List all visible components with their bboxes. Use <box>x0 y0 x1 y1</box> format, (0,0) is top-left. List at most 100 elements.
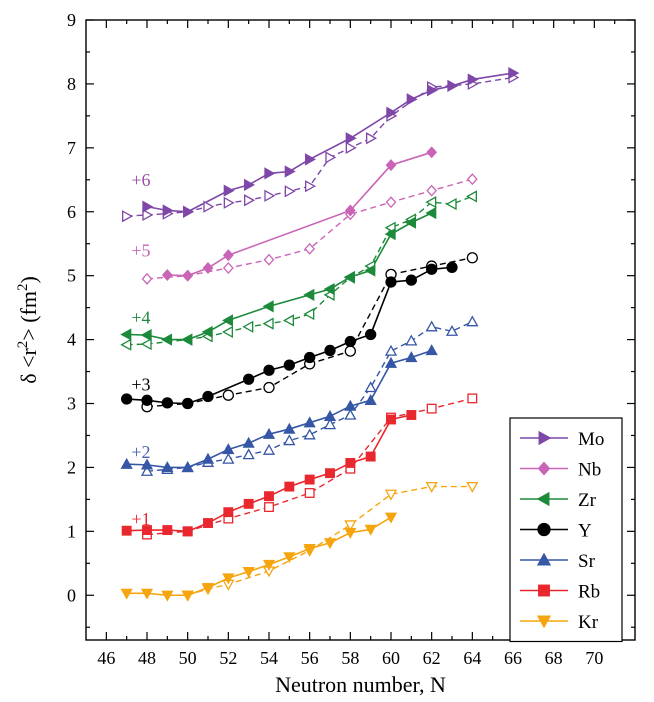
data-point <box>384 356 398 368</box>
data-point <box>305 153 317 166</box>
y-label-sup2: 2 <box>15 284 31 292</box>
data-point <box>303 428 316 440</box>
series-zr <box>120 190 477 351</box>
data-point <box>203 200 215 213</box>
x-tick-label: 50 <box>179 648 197 668</box>
series-line-dashed <box>146 178 473 280</box>
data-point <box>181 590 194 602</box>
plot-frame <box>85 19 636 641</box>
offset-label: +3 <box>131 375 150 395</box>
data-point <box>536 552 552 566</box>
data-point <box>466 315 479 327</box>
y-tick-label: 3 <box>67 394 76 414</box>
data-point <box>262 300 274 313</box>
data-point <box>161 461 174 473</box>
data-point <box>262 443 276 455</box>
x-tick-label: 62 <box>423 648 441 668</box>
data-point <box>344 345 356 357</box>
data-point <box>141 272 153 285</box>
data-point <box>283 422 296 434</box>
data-point <box>384 344 398 356</box>
data-point <box>385 159 397 172</box>
legend-label: Y <box>578 521 592 542</box>
legend-label: Kr <box>578 612 599 633</box>
legend-label: Rb <box>578 582 600 603</box>
data-point <box>426 263 438 275</box>
data-point <box>343 270 355 284</box>
data-point <box>365 451 376 462</box>
legend-item-y: Y <box>520 521 592 542</box>
data-point <box>344 399 357 411</box>
data-point <box>162 204 174 217</box>
x-tick-label: 64 <box>463 648 481 668</box>
data-point <box>182 526 193 537</box>
data-point <box>345 141 357 154</box>
series-mo <box>122 66 520 223</box>
data-point <box>202 262 214 274</box>
data-point <box>384 228 396 241</box>
data-point <box>244 194 256 207</box>
data-point <box>303 307 315 321</box>
x-tick-label: 54 <box>260 648 278 668</box>
data-point <box>243 498 254 509</box>
legend-item-mo: Mo <box>520 429 604 450</box>
data-point <box>385 196 397 209</box>
data-point <box>263 364 275 376</box>
data-point <box>242 436 255 448</box>
data-point <box>304 242 316 255</box>
data-point <box>221 314 233 327</box>
data-point <box>242 566 255 578</box>
data-point <box>508 66 520 80</box>
data-point <box>242 320 254 333</box>
data-point <box>121 393 133 405</box>
data-point <box>141 394 153 406</box>
data-point <box>222 443 235 455</box>
data-point <box>426 403 437 414</box>
series-line-dashed <box>126 195 473 346</box>
data-point <box>536 615 552 629</box>
y-tick-label: 4 <box>67 330 76 350</box>
data-point <box>120 338 132 351</box>
data-point <box>304 474 315 485</box>
y-label-middle: > (fm <box>16 291 41 341</box>
data-point <box>323 418 337 430</box>
legend-item-sr: Sr <box>520 551 596 572</box>
data-point <box>160 333 172 346</box>
data-point <box>182 397 194 410</box>
series-sr <box>120 315 479 476</box>
legend-item-nb: Nb <box>520 460 601 481</box>
data-point <box>344 527 357 539</box>
y-tick-label: 5 <box>67 266 76 286</box>
series-rb <box>121 393 478 540</box>
x-tick-label: 52 <box>219 648 237 668</box>
data-point <box>466 173 478 186</box>
data-point <box>140 464 154 476</box>
x-tick-label: 58 <box>341 648 359 668</box>
data-point <box>305 180 317 193</box>
offset-label: +1 <box>131 509 150 529</box>
data-point <box>427 84 439 97</box>
legend: Mo Nb Zr Y Sr Rb Kr <box>509 417 623 643</box>
data-point <box>221 325 233 339</box>
data-point <box>140 337 152 351</box>
x-tick-label: 70 <box>585 648 603 668</box>
data-point <box>426 146 438 159</box>
data-point <box>303 288 315 301</box>
data-point <box>120 588 133 600</box>
legend-item-kr: Kr <box>520 612 599 633</box>
x-tick-label: 68 <box>545 648 563 668</box>
data-point <box>386 106 398 119</box>
data-point <box>140 458 154 470</box>
y-tick-label: 2 <box>67 457 76 477</box>
data-point <box>161 590 174 602</box>
y-label-suffix: ) <box>16 276 41 283</box>
data-point <box>536 491 550 507</box>
series-line-solid <box>146 72 514 213</box>
data-point <box>223 196 235 209</box>
data-point <box>405 351 418 363</box>
data-point <box>344 204 356 217</box>
data-point <box>142 200 154 213</box>
x-axis-label: Neutron number, N <box>275 672 446 697</box>
data-point <box>161 269 173 282</box>
